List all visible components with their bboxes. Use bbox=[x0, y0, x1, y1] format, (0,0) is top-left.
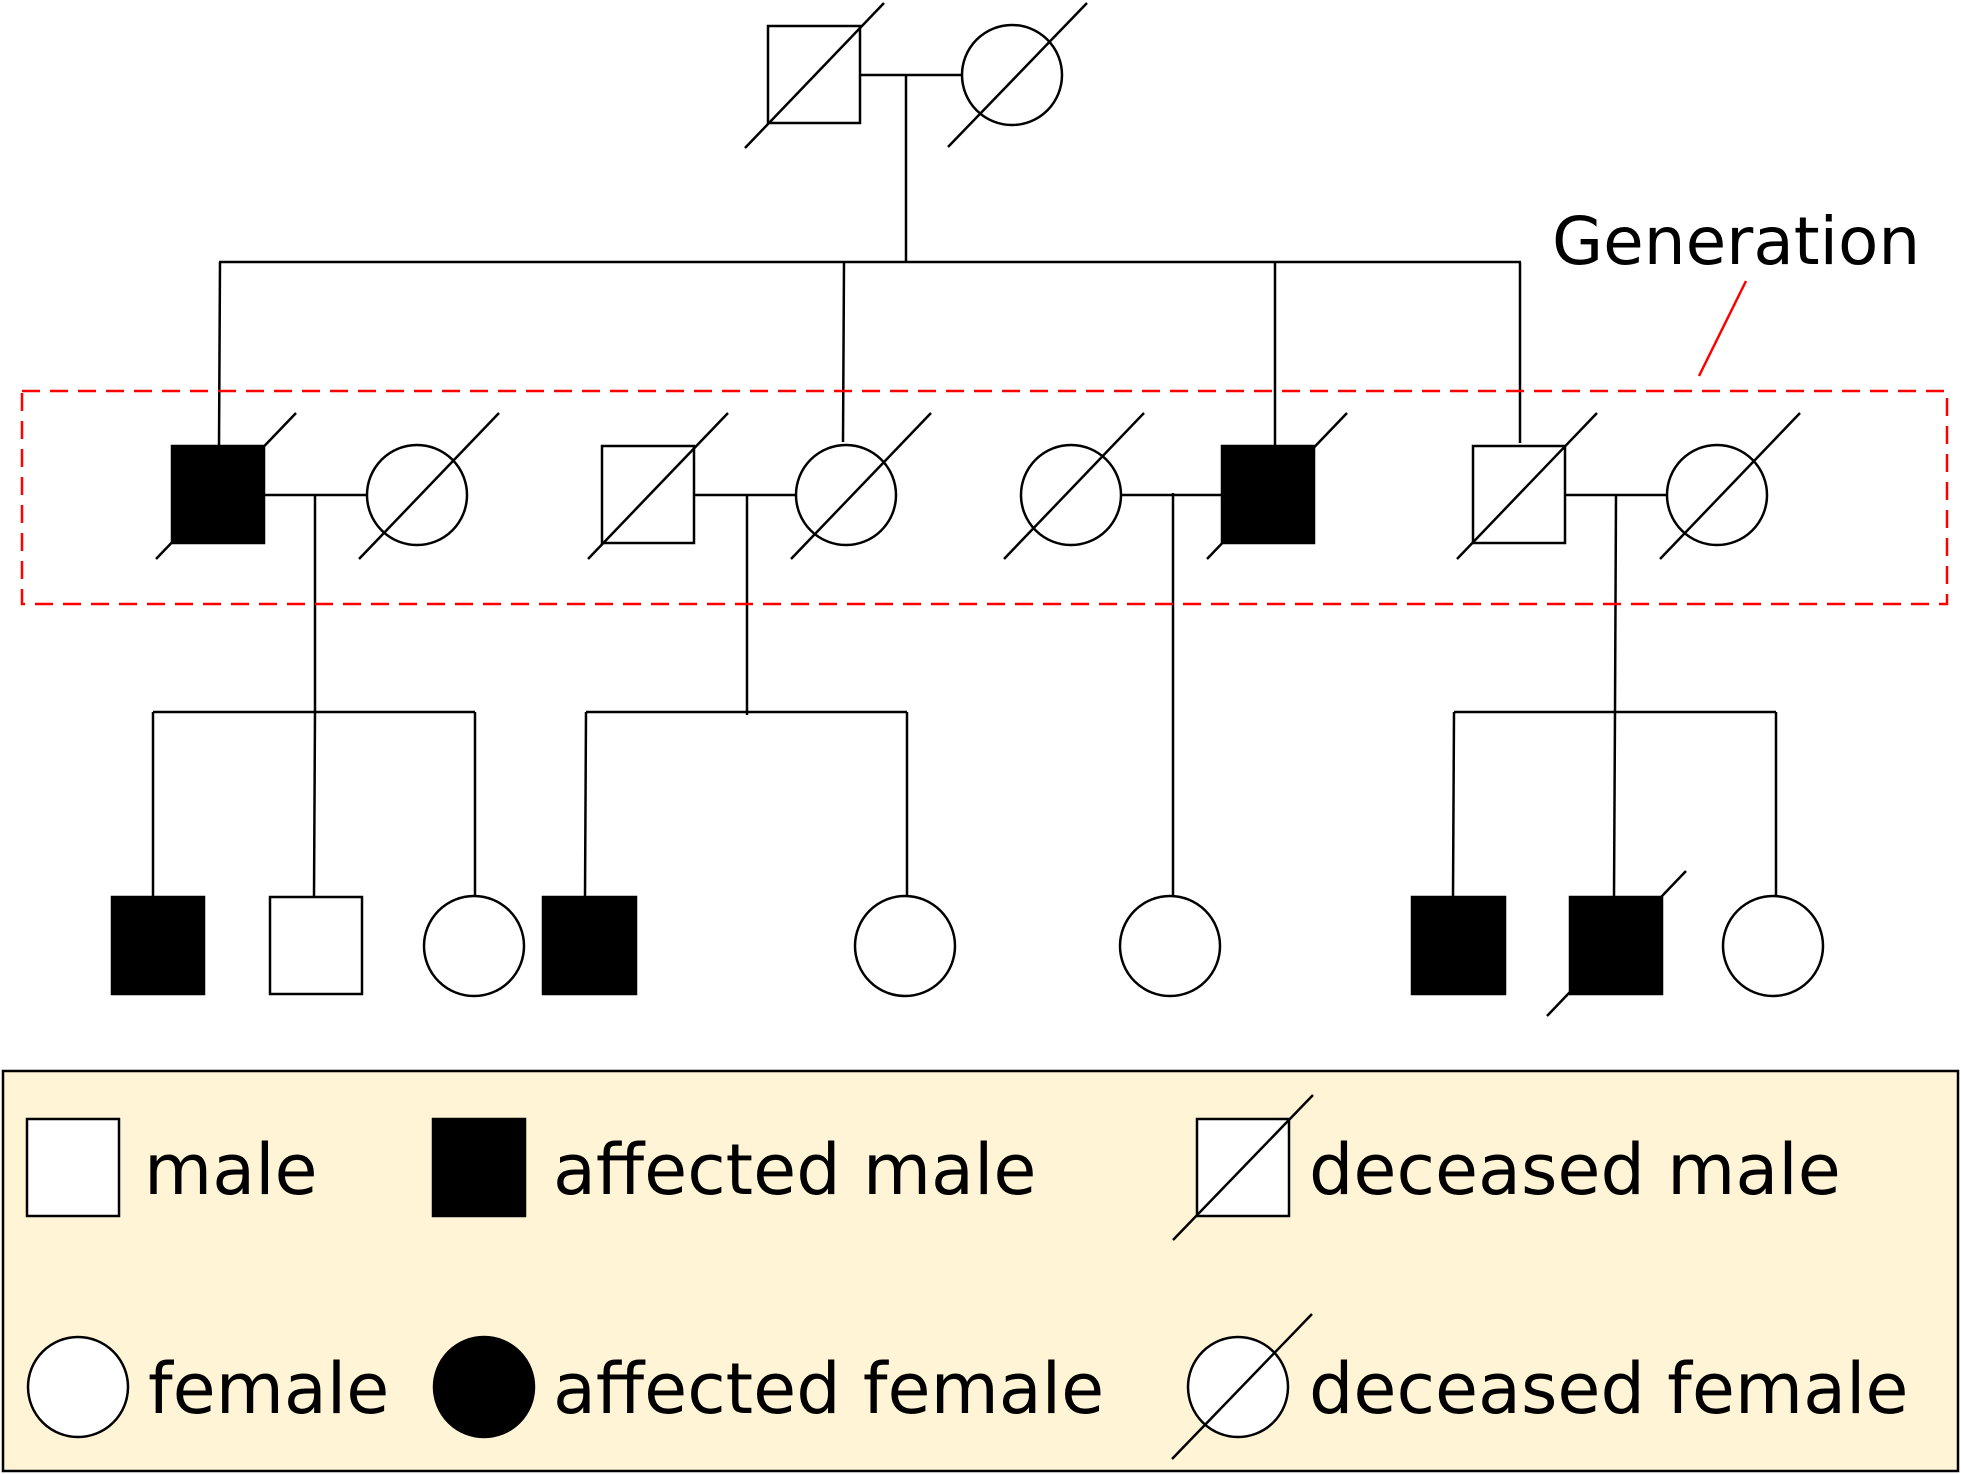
generation-1 bbox=[217, 2, 1522, 446]
gen3-affected-male-4 bbox=[541, 895, 638, 996]
gen2-deceased-female-1 bbox=[358, 412, 500, 560]
legend-item-male: male bbox=[25, 1117, 318, 1218]
gen3-female-5 bbox=[853, 894, 957, 998]
generation-highlight-box bbox=[20, 389, 1949, 606]
gen3-female-3 bbox=[422, 894, 526, 998]
deceased-female-circle-icon bbox=[1171, 1313, 1313, 1460]
gen2-affected-deceased-male-1 bbox=[155, 412, 297, 560]
legend-item-affected-female: affected female bbox=[432, 1335, 1104, 1439]
gen2-deceased-female-2 bbox=[790, 412, 932, 560]
gen3-female-6 bbox=[1118, 894, 1222, 998]
gen3-affected-male-7 bbox=[1410, 895, 1507, 996]
legend-item-female: female bbox=[26, 1335, 389, 1439]
legend-label-deceased-male: deceased male bbox=[1309, 1129, 1841, 1211]
affected-female-circle-icon bbox=[432, 1335, 536, 1439]
gen2-drop-1 bbox=[217, 261, 222, 446]
generation-pointer-line bbox=[1697, 280, 1748, 377]
gen2-drop-2 bbox=[841, 261, 846, 443]
generation-label: Generation bbox=[1552, 203, 1920, 280]
generation-3 bbox=[110, 870, 1825, 1017]
gen1-father-deceased-male bbox=[744, 2, 885, 149]
gen3-affected-deceased-male-8 bbox=[1546, 870, 1687, 1017]
gen2-deceased-female-4 bbox=[1659, 412, 1801, 560]
gen3-affected-male-1 bbox=[110, 895, 206, 996]
legend-label-male: male bbox=[144, 1129, 318, 1211]
legend: male affected male deceased male female … bbox=[1, 1069, 1960, 1473]
legend-panel bbox=[1, 1069, 1960, 1473]
deceased-male-square-icon bbox=[1172, 1094, 1314, 1241]
female-circle-icon bbox=[26, 1335, 130, 1439]
legend-label-deceased-female: deceased female bbox=[1309, 1348, 1908, 1430]
gen3-connectors bbox=[151, 493, 1778, 898]
gen2-deceased-female-3 bbox=[1003, 412, 1145, 560]
legend-label-affected-female: affected female bbox=[553, 1348, 1104, 1430]
legend-item-deceased-female: deceased female bbox=[1171, 1313, 1908, 1460]
gen3-male-2 bbox=[268, 895, 364, 996]
male-square-icon bbox=[25, 1117, 121, 1218]
gen2-deceased-male-2 bbox=[587, 412, 729, 560]
legend-item-deceased-male: deceased male bbox=[1172, 1094, 1841, 1241]
gen2-deceased-male-4 bbox=[1456, 412, 1598, 560]
gen1-mother-deceased-female bbox=[947, 2, 1088, 148]
generation-2 bbox=[155, 412, 1801, 560]
affected-male-square-icon bbox=[431, 1117, 527, 1218]
gen2-affected-deceased-male-3 bbox=[1206, 412, 1348, 560]
legend-label-affected-male: affected male bbox=[553, 1129, 1036, 1211]
legend-label-female: female bbox=[148, 1348, 389, 1430]
gen3-female-9 bbox=[1721, 894, 1825, 998]
legend-item-affected-male: affected male bbox=[431, 1117, 1036, 1218]
